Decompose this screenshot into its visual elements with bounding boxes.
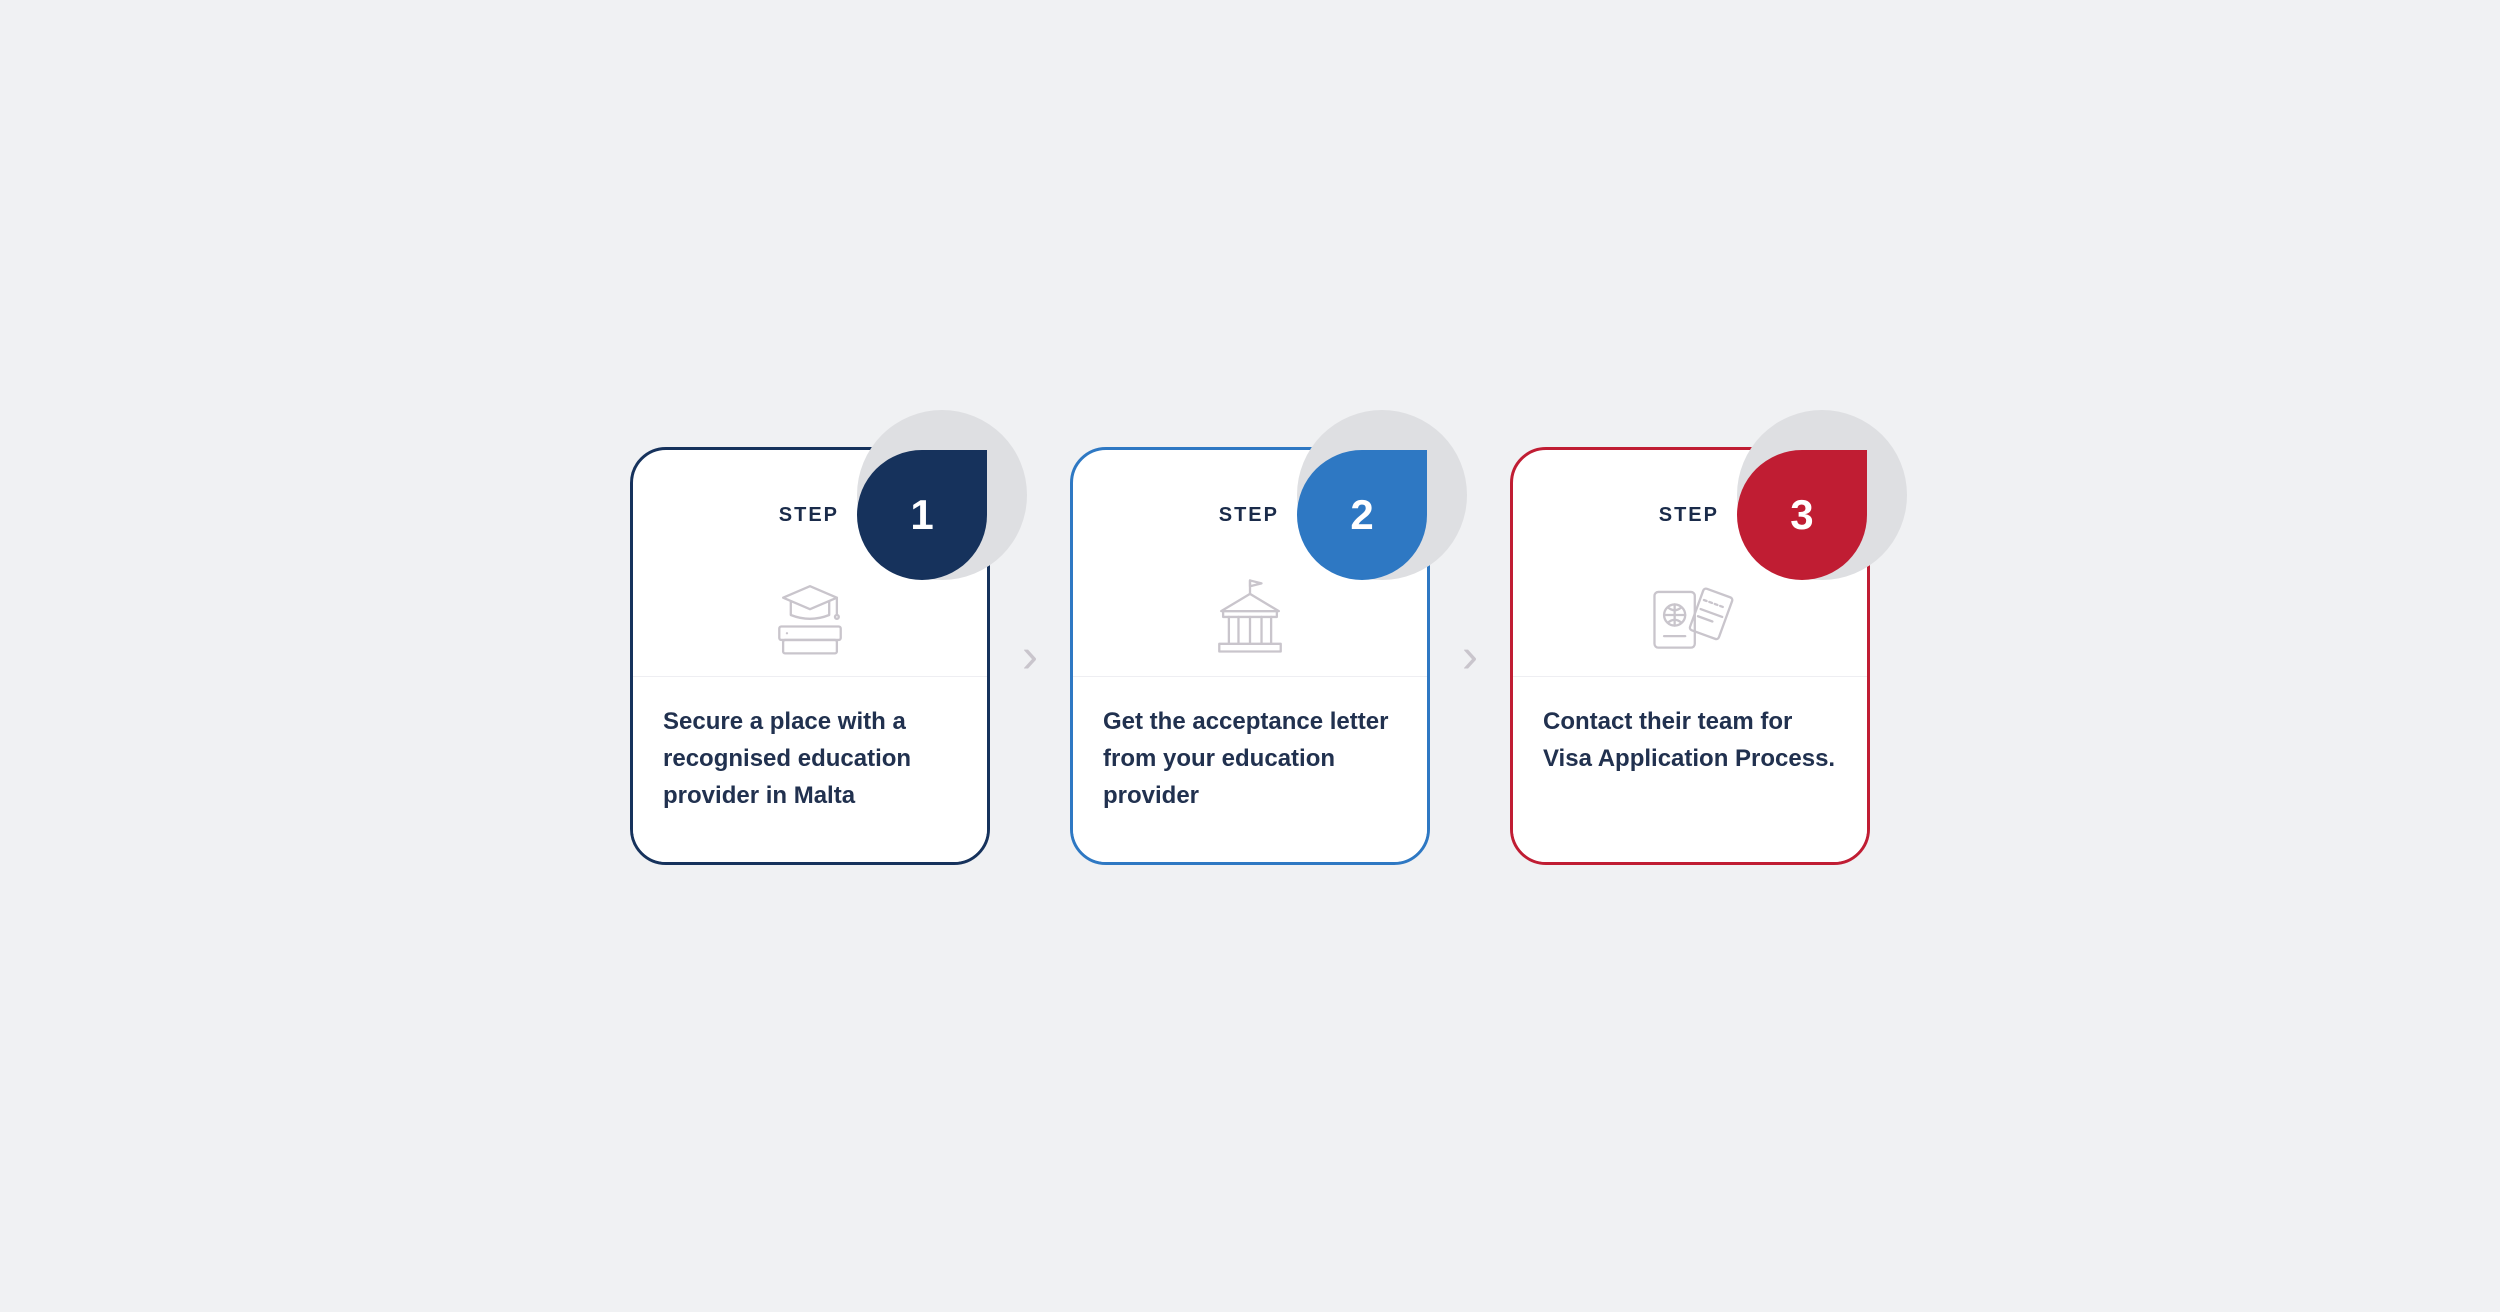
- step-label: STEP: [779, 504, 839, 527]
- badge-wrap: 1: [857, 410, 1027, 580]
- badge-crescent: [1297, 410, 1467, 580]
- step-number: 1: [910, 491, 933, 539]
- step-number: 2: [1350, 491, 1373, 539]
- step-card: STEP 1 Secure a place with a recognised …: [630, 447, 990, 865]
- step-card: STEP 3: [1510, 447, 1870, 865]
- badge-crescent: [857, 410, 1027, 580]
- step-label: STEP: [1219, 504, 1279, 527]
- step-description: Get the acceptance letter from your educ…: [1103, 703, 1397, 815]
- step-text-zone: Contact their team for Visa Application …: [1513, 676, 1867, 862]
- step-description: Secure a place with a recognised educati…: [663, 703, 957, 815]
- graduation-books-icon: [633, 560, 987, 670]
- badge-wrap: 2: [1297, 410, 1467, 580]
- step-label: STEP: [1659, 504, 1719, 527]
- step-number: 3: [1790, 491, 1813, 539]
- badge-wrap: 3: [1737, 410, 1907, 580]
- steps-row: STEP 1 Secure a place with a recognised …: [630, 447, 1870, 865]
- passport-ticket-icon: [1513, 560, 1867, 670]
- chevron-right-icon: ›: [1458, 629, 1482, 684]
- chevron-right-icon: ›: [1018, 629, 1042, 684]
- step-description: Contact their team for Visa Application …: [1543, 703, 1837, 777]
- step-card: STEP 2 Get the acceptance letter fro: [1070, 447, 1430, 865]
- step-text-zone: Secure a place with a recognised educati…: [633, 676, 987, 862]
- institution-icon: [1073, 560, 1427, 670]
- step-text-zone: Get the acceptance letter from your educ…: [1073, 676, 1427, 862]
- badge-crescent: [1737, 410, 1907, 580]
